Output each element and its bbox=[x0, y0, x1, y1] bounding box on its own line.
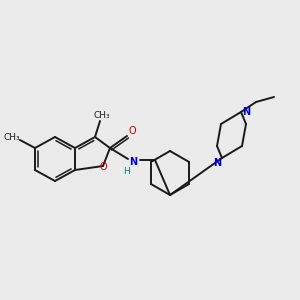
Text: CH₃: CH₃ bbox=[94, 110, 110, 119]
Text: N: N bbox=[242, 107, 250, 117]
Text: CH₃: CH₃ bbox=[4, 134, 20, 142]
Text: O: O bbox=[99, 162, 107, 172]
Text: N: N bbox=[213, 158, 221, 168]
Text: N: N bbox=[129, 157, 137, 167]
Text: O: O bbox=[128, 126, 136, 136]
Text: H: H bbox=[124, 167, 130, 176]
